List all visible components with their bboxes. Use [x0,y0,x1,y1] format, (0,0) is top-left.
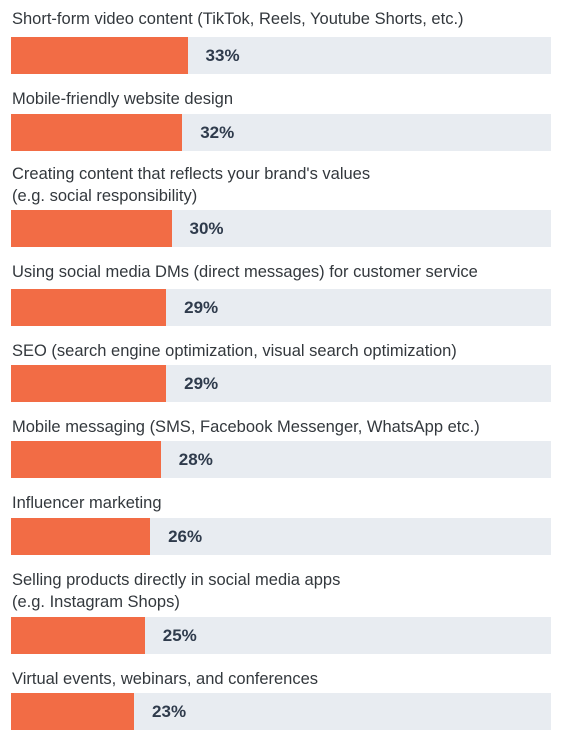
category-label: Creating content that reflects your bran… [12,165,371,205]
bar [11,114,183,151]
bar [11,210,172,247]
category-label: Virtual events, webinars, and conference… [12,670,319,688]
category-label: Influencer marketing [12,494,162,512]
value-label: 28% [178,450,213,469]
bar-track: 26% [11,518,551,555]
bar-track: 25% [11,617,551,654]
bar-track: 33% [11,37,551,74]
value-label: 29% [184,374,219,393]
value-label: 23% [152,702,187,721]
bar [11,365,167,402]
value-label: 32% [200,123,235,142]
category-label: SEO (search engine optimization, visual … [12,342,457,360]
category-label: Using social media DMs (direct messages)… [12,263,478,281]
bar-track: 30% [11,210,551,247]
value-label: 25% [162,626,197,645]
bar [11,617,145,654]
bar [11,518,151,555]
bar [11,289,167,326]
value-label: 30% [189,219,224,238]
bar-track: 32% [11,114,551,151]
bar-track: 23% [11,693,551,730]
bar-track: 29% [11,365,551,402]
bar [11,693,135,730]
bar-track: 29% [11,289,551,326]
category-label: Mobile-friendly website design [12,90,234,108]
bar [11,441,161,478]
category-label: Short-form video content (TikTok, Reels,… [12,10,464,28]
value-label: 29% [184,298,219,317]
value-label: 26% [168,527,203,546]
bar-track: 28% [11,441,551,478]
value-label: 33% [205,46,240,65]
category-label: Selling products directly in social medi… [12,571,341,611]
category-label: Mobile messaging (SMS, Facebook Messenge… [12,418,480,436]
bar [11,37,188,74]
